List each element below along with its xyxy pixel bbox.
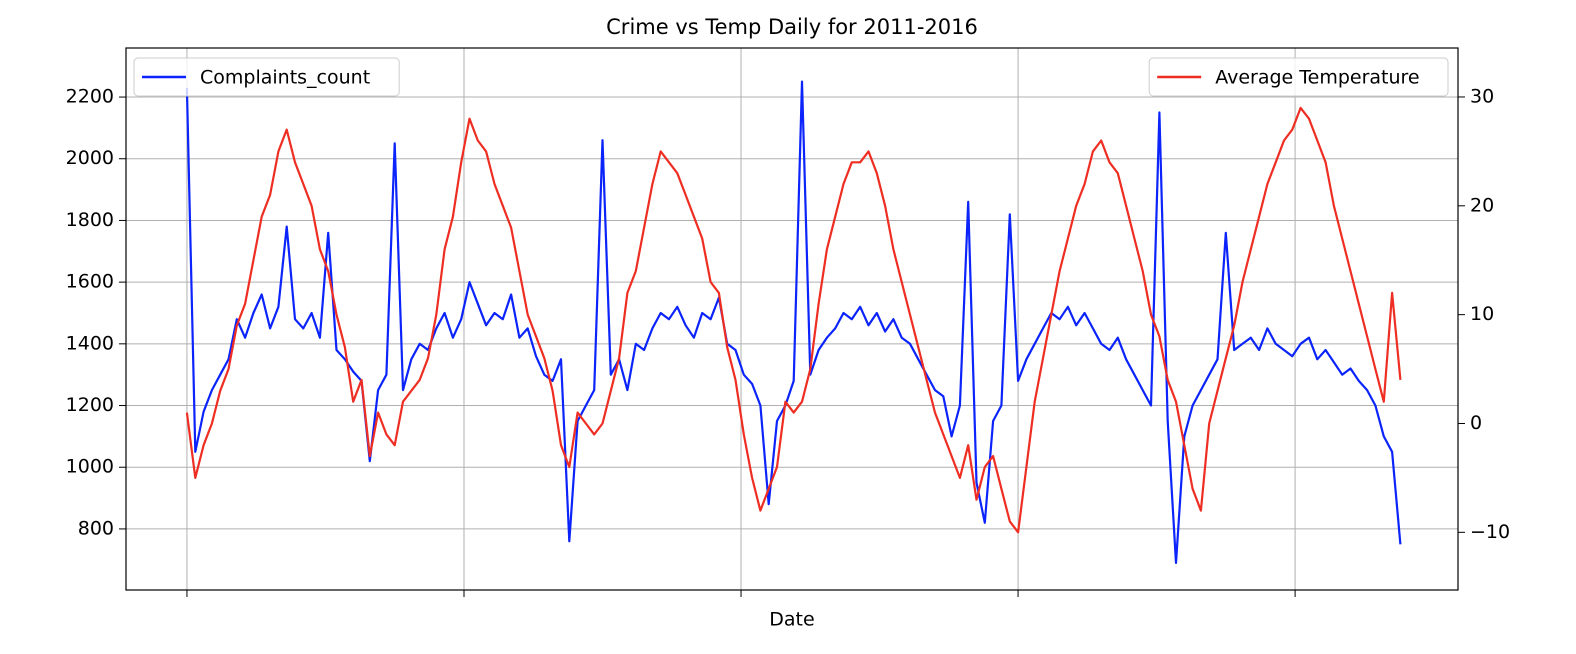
legend-box bbox=[133, 57, 400, 97]
y-tick-label: 1800 bbox=[66, 209, 114, 231]
y-tick-label: 1400 bbox=[66, 332, 114, 354]
plot-frame bbox=[125, 47, 1459, 591]
legend-label: Average Temperature bbox=[1215, 67, 1419, 89]
y2-tick-label: 20 bbox=[1470, 194, 1494, 216]
y-tick-label: 2000 bbox=[66, 147, 114, 169]
x-axis-label: Date bbox=[769, 609, 814, 631]
y2-tick-label: −10 bbox=[1470, 521, 1510, 543]
y-tick-label: 2200 bbox=[66, 86, 114, 108]
y-tick-label: 1000 bbox=[66, 456, 114, 478]
chart-title: Crime vs Temp Daily for 2011-2016 bbox=[606, 15, 978, 39]
y-tick-label: 800 bbox=[78, 517, 114, 539]
legend-label: Complaints_count bbox=[200, 67, 370, 89]
legend-box bbox=[1148, 57, 1449, 97]
y-tick-label: 1600 bbox=[66, 271, 114, 293]
y-tick-label: 1200 bbox=[66, 394, 114, 416]
data-line bbox=[185, 80, 1402, 564]
data-line bbox=[185, 106, 1402, 534]
y2-tick-label: 10 bbox=[1470, 303, 1494, 325]
y2-tick-label: 30 bbox=[1470, 85, 1494, 107]
y2-tick-label: 0 bbox=[1470, 412, 1482, 434]
